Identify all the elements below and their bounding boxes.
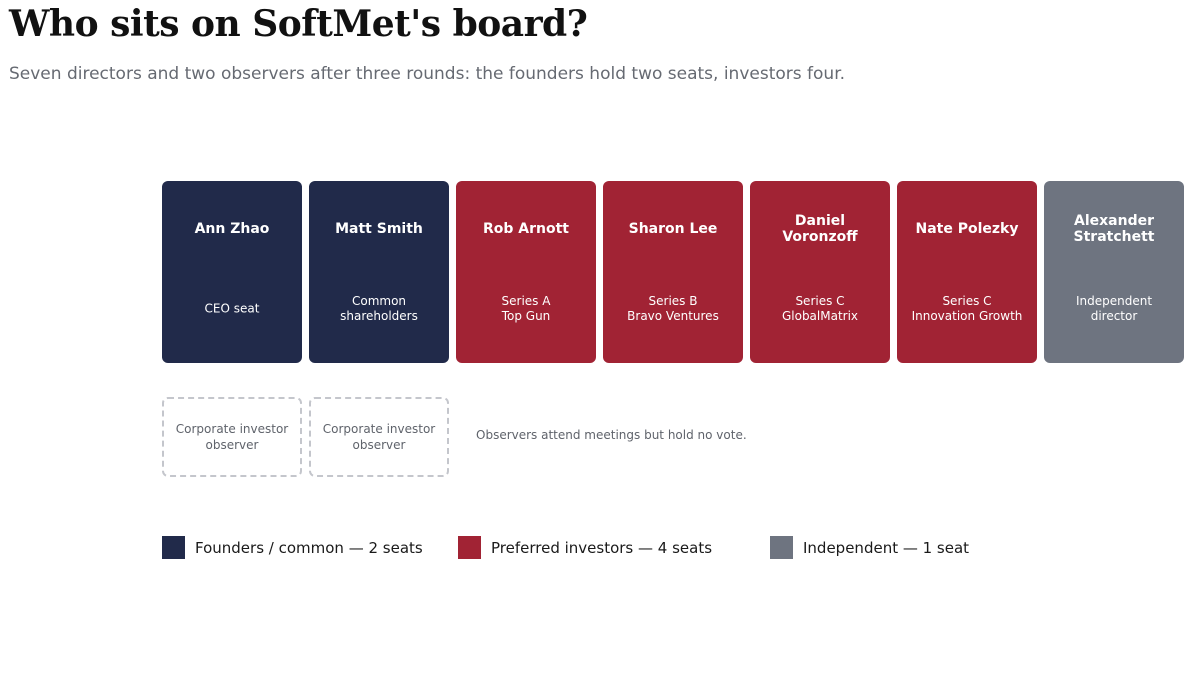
observer-note: Observers attend meetings but hold no vo… [476, 428, 747, 442]
seat-role: Independent director [1075, 294, 1153, 323]
legend-swatch-independent [770, 536, 793, 559]
seat-card-matt-smith: Matt Smith Common shareholders [309, 181, 449, 363]
seat-card-nate-polezky: Nate Polezky Series C Innovation Growth [897, 181, 1037, 363]
seat-name: Sharon Lee [628, 221, 718, 237]
observer-card: Corporate investor observer [309, 397, 449, 477]
seat-role: Series A Top Gun [501, 294, 551, 323]
page-title: Who sits on SoftMet's board? [9, 3, 588, 45]
seat-card-sharon-lee: Sharon Lee Series B Bravo Ventures [603, 181, 743, 363]
legend-item-investors: Preferred investors — 4 seats [458, 536, 712, 559]
legend-label: Preferred investors — 4 seats [491, 538, 713, 557]
seat-card-ann-zhao: Ann Zhao CEO seat [162, 181, 302, 363]
seat-name: Alexander Stratchett [1073, 213, 1155, 245]
seat-name: Daniel Voronzoff [782, 213, 858, 245]
seat-role: Series C GlobalMatrix [781, 294, 859, 323]
seat-role: CEO seat [204, 301, 260, 316]
legend-label: Independent — 1 seat [803, 538, 970, 557]
seat-role: Common shareholders [340, 294, 418, 323]
observer-card: Corporate investor observer [162, 397, 302, 477]
page-subtitle: Seven directors and two observers after … [9, 64, 846, 84]
seat-card-rob-arnott: Rob Arnott Series A Top Gun [456, 181, 596, 363]
seat-card-alexander-stratchett: Alexander Stratchett Independent directo… [1044, 181, 1184, 363]
seat-name: Rob Arnott [482, 221, 569, 237]
board-seats: Ann Zhao CEO seat Matt Smith Common shar… [162, 181, 1184, 363]
legend-item-independent: Independent — 1 seat [770, 536, 969, 559]
observer-seats: Corporate investor observer Corporate in… [162, 397, 449, 477]
seat-name: Matt Smith [335, 221, 423, 237]
seat-role: Series C Innovation Growth [911, 294, 1023, 323]
legend-swatch-founders [162, 536, 185, 559]
seat-card-daniel-voronzoff: Daniel Voronzoff Series C GlobalMatrix [750, 181, 890, 363]
seat-name: Nate Polezky [915, 221, 1019, 237]
seat-name: Ann Zhao [194, 221, 270, 237]
seat-role: Series B Bravo Ventures [627, 294, 719, 323]
legend-label: Founders / common — 2 seats [195, 538, 423, 557]
legend-item-founders: Founders / common — 2 seats [162, 536, 423, 559]
legend-swatch-investors [458, 536, 481, 559]
